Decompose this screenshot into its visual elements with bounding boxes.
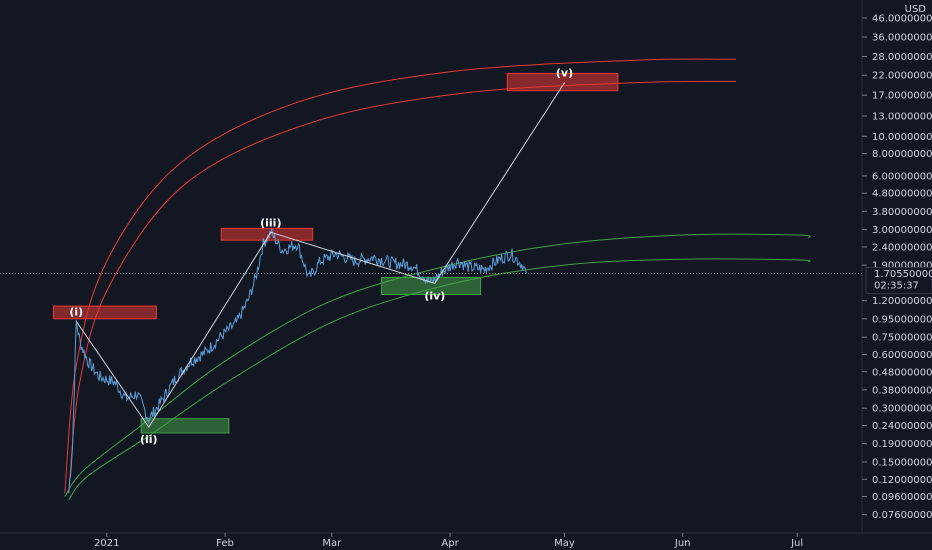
y-tick-label-14: 1.90000000: [872, 261, 932, 272]
y-tick-label-8: 8.00000000: [872, 149, 932, 160]
fib-arc-3: [68, 258, 811, 501]
elliott-wave-line: [75, 82, 565, 429]
wave-label-2: (iii): [260, 216, 281, 229]
y-tick-label-1: 46.00000000: [872, 13, 932, 24]
price-tag-value: 1.70550000: [874, 269, 932, 280]
time-axis[interactable]: 2021 Feb Mar Apr May Jun Jul: [94, 533, 803, 549]
target-zone-3: [380, 276, 482, 296]
x-tick-label-1: Feb: [216, 538, 234, 549]
y-tick-label-23: 0.19000000: [872, 439, 932, 450]
fib-arc-2: [64, 233, 811, 497]
fib-arc-1: [68, 80, 737, 494]
y-tick-label-3: 28.00000000: [872, 52, 932, 63]
y-tick-label-20: 0.38000000: [872, 385, 932, 396]
target-zone-1: [140, 418, 230, 434]
y-tick-label-9: 6.00000000: [872, 171, 932, 182]
y-tick-label-22: 0.24000000: [872, 421, 932, 432]
y-tick-label-16: 0.95000000: [872, 314, 932, 325]
y-tick-label-2: 36.00000000: [872, 32, 932, 43]
x-tick-label-4: May: [554, 538, 575, 549]
zones-layer: [52, 72, 619, 434]
price-tag-countdown: 02:35:37: [874, 280, 919, 291]
price-layer: [68, 228, 527, 494]
y-tick-label-13: 2.40000000: [872, 242, 932, 253]
price-axis[interactable]: 46.00000000 36.00000000 28.00000000 22.0000…: [862, 13, 932, 521]
arcs-layer: [64, 58, 811, 501]
currency-label: USD: [905, 4, 927, 15]
x-tick-label-5: Jun: [674, 538, 691, 549]
x-tick-label-3: Apr: [441, 538, 459, 549]
y-tick-label-12: 3.00000000: [872, 225, 932, 236]
target-zone-4: [506, 72, 619, 92]
y-tick-label-10: 4.80000000: [872, 189, 932, 200]
wave-label-0: (i): [69, 305, 83, 318]
wave-layer: (i) (ii) (iii) (iv) (v): [69, 67, 573, 447]
price-series-line: [68, 228, 527, 494]
target-zone-0: [52, 305, 157, 320]
y-tick-label-15: 1.20000000: [872, 296, 932, 307]
y-tick-label-7: 10.00000000: [872, 132, 932, 143]
x-tick-label-2: Mar: [322, 538, 342, 549]
x-tick-label-6: Jul: [790, 538, 803, 549]
y-tick-label-19: 0.48000000: [872, 367, 932, 378]
wave-label-3: (iv): [424, 289, 445, 302]
current-price-tag: 1.70550000 02:35:37: [865, 266, 932, 294]
y-tick-label-21: 0.30000000: [872, 404, 932, 415]
y-tick-label-4: 22.00000000: [872, 71, 932, 82]
x-tick-label-0: 2021: [94, 538, 119, 549]
y-tick-label-17: 0.75000000: [872, 333, 932, 344]
y-tick-label-5: 17.00000000: [872, 91, 932, 102]
y-tick-label-6: 13.00000000: [872, 111, 932, 122]
price-tag-box: [865, 266, 932, 294]
y-tick-label-26: 0.09600000: [872, 492, 932, 503]
wave-label-4: (v): [556, 67, 573, 80]
wave-label-1: (ii): [140, 433, 158, 446]
fib-arc-0: [64, 58, 737, 494]
y-tick-label-11: 3.80000000: [872, 207, 932, 218]
y-tick-label-24: 0.15000000: [872, 457, 932, 468]
y-tick-label-18: 0.60000000: [872, 350, 932, 361]
y-tick-label-25: 0.12000000: [872, 475, 932, 486]
y-tick-label-27: 0.07600000: [872, 510, 932, 521]
